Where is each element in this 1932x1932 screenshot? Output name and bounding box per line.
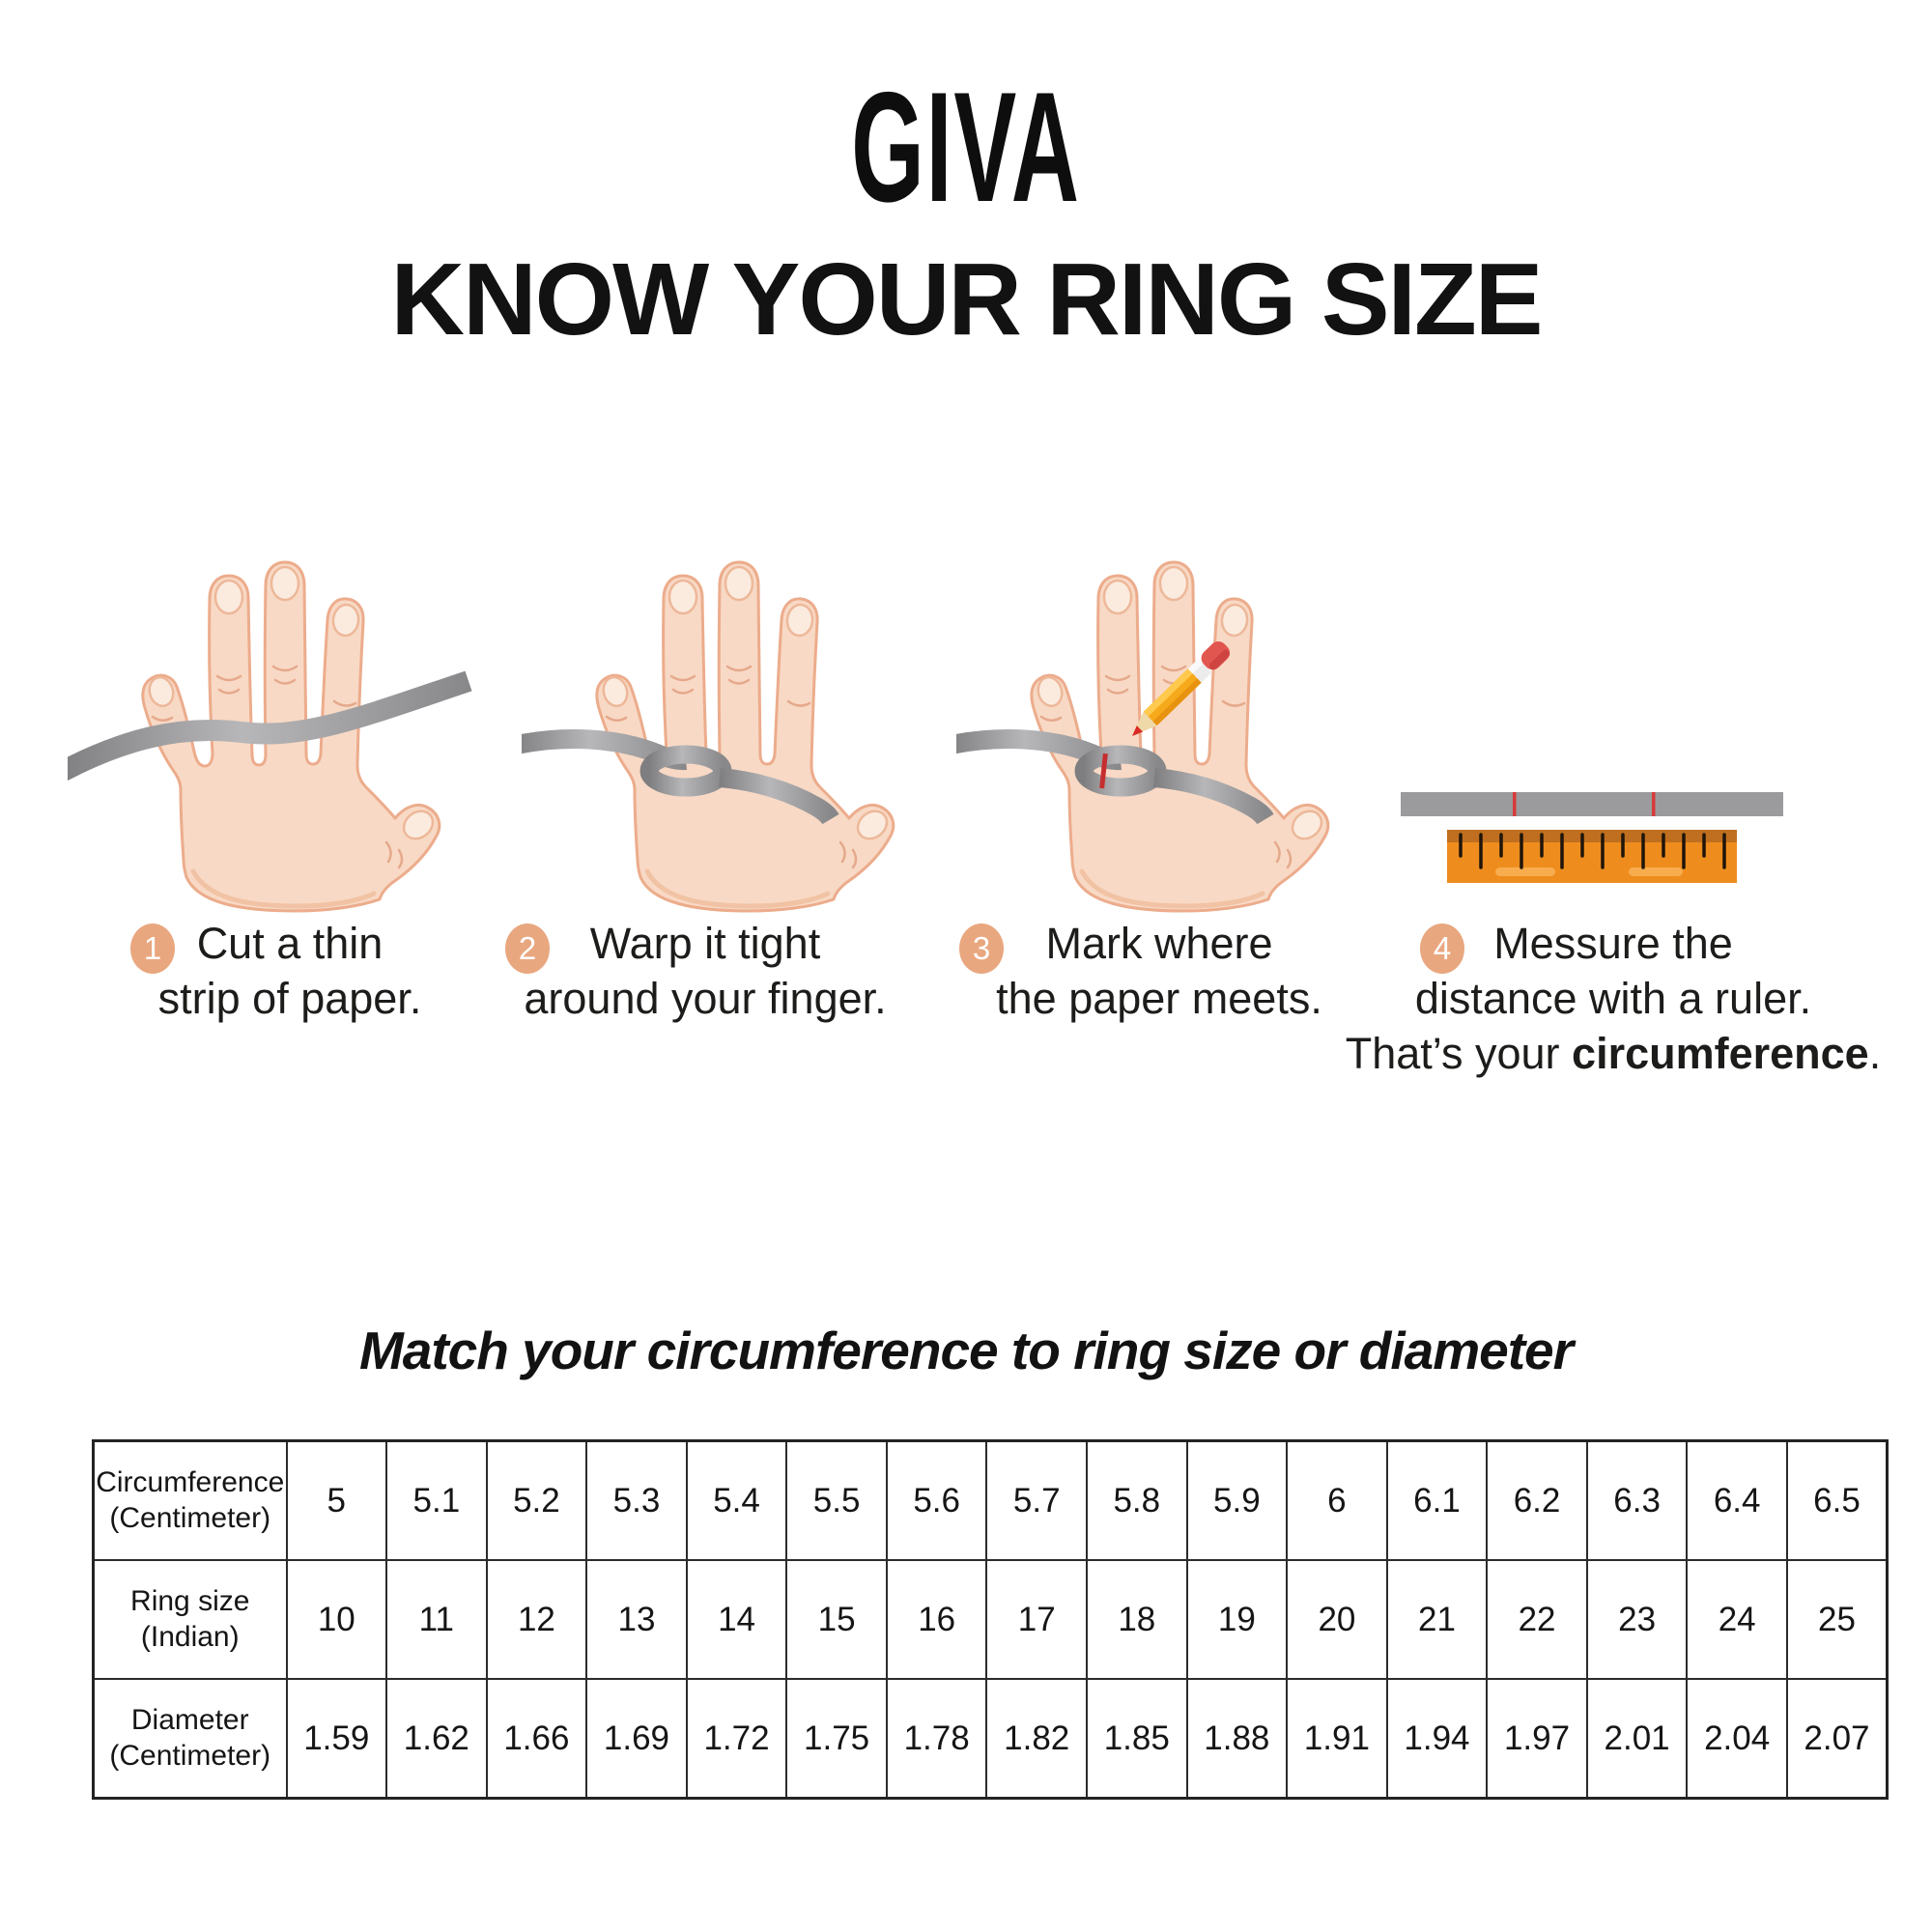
table-cell: 24 — [1686, 1559, 1788, 1680]
table-cell: 6.3 — [1585, 1439, 1689, 1561]
table-cell: 17 — [985, 1559, 1088, 1680]
table-cell: 19 — [1185, 1559, 1289, 1680]
table-cell: 1.97 — [1486, 1678, 1588, 1800]
table-row: Circumference (Centimeter) 5 5.1 5.2 5.3 5.4 5… — [92, 1439, 1889, 1561]
table-cell: 6.5 — [1785, 1439, 1889, 1561]
table-cell: 5.7 — [985, 1439, 1088, 1561]
step-text: Cut a thin — [196, 919, 384, 968]
table-cell: 6 — [1286, 1439, 1388, 1561]
table-row: Diameter (Centimeter) 1.59 1.62 1.66 1.69 1.7… — [92, 1678, 1889, 1800]
table-cell: 1.66 — [485, 1678, 588, 1800]
table-cell: 10 — [285, 1559, 388, 1680]
step-text: Warp it tight — [589, 919, 821, 968]
step-number-badge: 4 — [1420, 923, 1464, 974]
ruler-body — [1447, 830, 1737, 883]
step-text: around your finger. — [524, 974, 887, 1024]
table-cell: 22 — [1486, 1559, 1588, 1680]
step-text: Mark where — [1045, 919, 1273, 968]
step-2: 2 Warp it tight around your finger. — [497, 916, 913, 1026]
ruler-icon — [1401, 792, 1783, 883]
table-cell: 16 — [885, 1559, 988, 1680]
table-cell: 12 — [485, 1559, 588, 1680]
step-text: distance with a ruler. — [1414, 974, 1812, 1024]
hand-pencil-mark-icon — [956, 522, 1381, 918]
step-4: 4 Messure the distance with a ruler. Tha… — [1323, 916, 1903, 1081]
table-cell: 6.1 — [1385, 1439, 1489, 1561]
table-caption: Match your circumference to ring size or… — [358, 1321, 1574, 1380]
ring-size-table: Circumference (Centimeter) 5 5.1 5.2 5.3 5.4 5… — [92, 1439, 1889, 1800]
table-cell: 2.01 — [1585, 1678, 1689, 1800]
table-cell: 2.07 — [1785, 1678, 1889, 1800]
table-cell: 13 — [585, 1559, 688, 1680]
page-title: KNOW YOUR RING SIZE — [390, 242, 1544, 356]
table-cell: 14 — [685, 1559, 788, 1680]
table-cell: 5.5 — [785, 1439, 888, 1561]
table-cell: 5.3 — [585, 1439, 688, 1561]
step-text: the paper meets. — [996, 974, 1322, 1024]
hand-strip-wrapped-icon — [522, 522, 927, 918]
table-cell: 1.72 — [685, 1678, 788, 1800]
table-cell: 5.2 — [485, 1439, 588, 1561]
pencil-icon — [1132, 641, 1231, 736]
step-text: Messure the — [1493, 919, 1733, 968]
table-cell: 15 — [785, 1559, 888, 1680]
table-cell: 2.04 — [1686, 1678, 1788, 1800]
red-mark — [1513, 792, 1517, 816]
table-row: Ring size (Indian) 10 11 12 13 14 15 16 17 18 19 20… — [92, 1559, 1889, 1680]
table-cell: 1.69 — [585, 1678, 688, 1800]
table-cell: 6.4 — [1686, 1439, 1788, 1561]
table-cell: 5.8 — [1086, 1439, 1188, 1561]
table-cell: 5.6 — [885, 1439, 988, 1561]
step-text: strip of paper. — [157, 974, 422, 1024]
step-number-badge: 2 — [505, 923, 550, 974]
table-cell: 5.9 — [1185, 1439, 1289, 1561]
table-cell: 1.94 — [1385, 1678, 1489, 1800]
step-1: 1 Cut a thin strip of paper. — [92, 916, 488, 1026]
hand-with-paper-strip-icon — [68, 522, 472, 918]
step-number-badge: 1 — [130, 923, 175, 974]
red-mark — [1099, 753, 1108, 789]
table-cell: 5.4 — [685, 1439, 788, 1561]
step-3: 3 Mark where the paper meets. — [942, 916, 1377, 1026]
step-number-badge: 3 — [959, 923, 1004, 974]
table-cell: 1.82 — [985, 1678, 1088, 1800]
table-cell: 25 — [1785, 1559, 1889, 1680]
table-cell: 6.2 — [1486, 1439, 1588, 1561]
table-cell: 11 — [385, 1559, 488, 1680]
table-cell: 23 — [1585, 1559, 1689, 1680]
table-cell: 1.62 — [385, 1678, 488, 1800]
paper-strip — [1401, 792, 1783, 816]
table-cell: 1.75 — [785, 1678, 888, 1800]
table-cell: 18 — [1086, 1559, 1188, 1680]
table-cell: 1.59 — [285, 1678, 388, 1800]
red-mark — [1652, 792, 1656, 816]
row-header: Ring size (Indian) — [92, 1559, 288, 1680]
table-cell: 5 — [285, 1439, 388, 1561]
table-cell: 1.78 — [885, 1678, 988, 1800]
step-text: That’s your circumference. — [1345, 1029, 1882, 1079]
table-cell: 1.85 — [1086, 1678, 1188, 1800]
table-cell: 21 — [1385, 1559, 1489, 1680]
row-header: Diameter (Centimeter) — [92, 1678, 288, 1800]
table-cell: 5.1 — [385, 1439, 488, 1561]
giva-logo: GIVA — [851, 60, 1081, 235]
table-cell: 1.91 — [1286, 1678, 1388, 1800]
row-header: Circumference (Centimeter) — [92, 1439, 288, 1561]
table-cell: 20 — [1286, 1559, 1388, 1680]
table-cell: 1.88 — [1185, 1678, 1289, 1800]
